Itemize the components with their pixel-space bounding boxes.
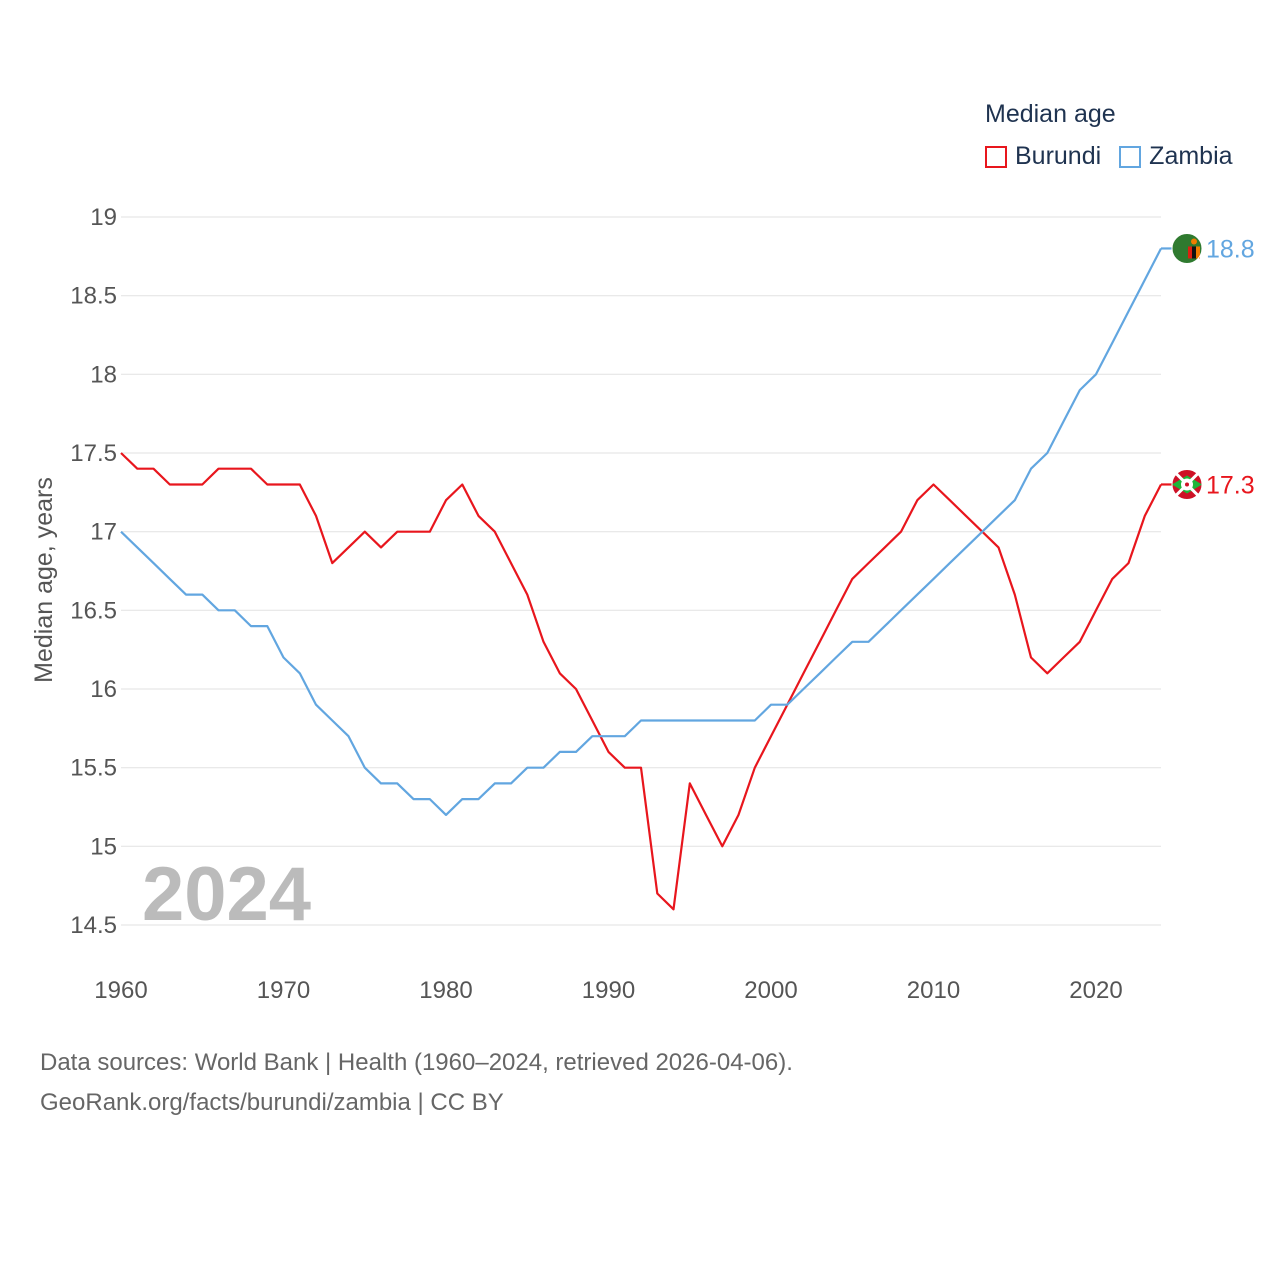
y-tick-label: 17 — [90, 519, 117, 546]
y-tick-label: 18 — [90, 361, 117, 388]
x-axis-ticks: 1960 1970 1980 1990 2000 2010 2020 — [94, 977, 1122, 1004]
y-axis-label: Median age, years — [30, 477, 58, 683]
series-lines — [120, 247, 1162, 911]
series-line-zambia[interactable] — [120, 247, 1162, 817]
source-note: Data sources: World Bank | Health (1960–… — [40, 1043, 793, 1123]
burundi-flag-icon — [1171, 468, 1203, 500]
x-tick-label: 1960 — [94, 977, 147, 1004]
zambia-flag-icon — [1171, 232, 1203, 264]
series-end-markers: 17.3 18.8 — [1161, 232, 1255, 500]
grid-lines — [121, 216, 1161, 926]
year-watermark: 2024 — [142, 852, 311, 937]
x-tick-label: 1980 — [419, 977, 472, 1004]
y-axis-ticks: 14.5 15 15.5 16 16.5 17 17.5 18 18.5 19 — [70, 204, 117, 939]
legend-label-burundi: Burundi — [1015, 142, 1102, 170]
y-tick-label: 18.5 — [70, 283, 117, 310]
y-tick-label: 14.5 — [70, 912, 117, 939]
y-tick-label: 15 — [90, 833, 117, 860]
x-tick-label: 1990 — [582, 977, 635, 1004]
series-end-label-zambia: 18.8 — [1206, 235, 1255, 263]
source-line-2[interactable]: GeoRank.org/facts/burundi/zambia | CC BY — [40, 1089, 504, 1116]
legend-swatch-zambia — [1119, 145, 1142, 168]
legend-title: Median age — [985, 100, 1116, 128]
x-tick-label: 2020 — [1069, 977, 1122, 1004]
legend-label-zambia: Zambia — [1149, 142, 1233, 170]
x-tick-label: 2010 — [907, 977, 960, 1004]
x-tick-label: 1970 — [257, 977, 310, 1004]
x-tick-label: 2000 — [744, 977, 797, 1004]
source-line-1: Data sources: World Bank | Health (1960–… — [40, 1049, 793, 1076]
y-tick-label: 16.5 — [70, 597, 117, 624]
legend-swatch-burundi — [985, 145, 1007, 168]
series-line-burundi[interactable] — [120, 452, 1162, 911]
y-tick-label: 19 — [90, 204, 117, 231]
y-tick-label: 15.5 — [70, 755, 117, 782]
legend: Burundi Zambia — [985, 142, 1251, 171]
legend-item-burundi[interactable]: Burundi — [985, 142, 1101, 171]
y-tick-label: 17.5 — [70, 440, 117, 467]
series-end-label-burundi: 17.3 — [1206, 471, 1255, 499]
legend-item-zambia[interactable]: Zambia — [1119, 142, 1233, 171]
y-tick-label: 16 — [90, 676, 117, 703]
